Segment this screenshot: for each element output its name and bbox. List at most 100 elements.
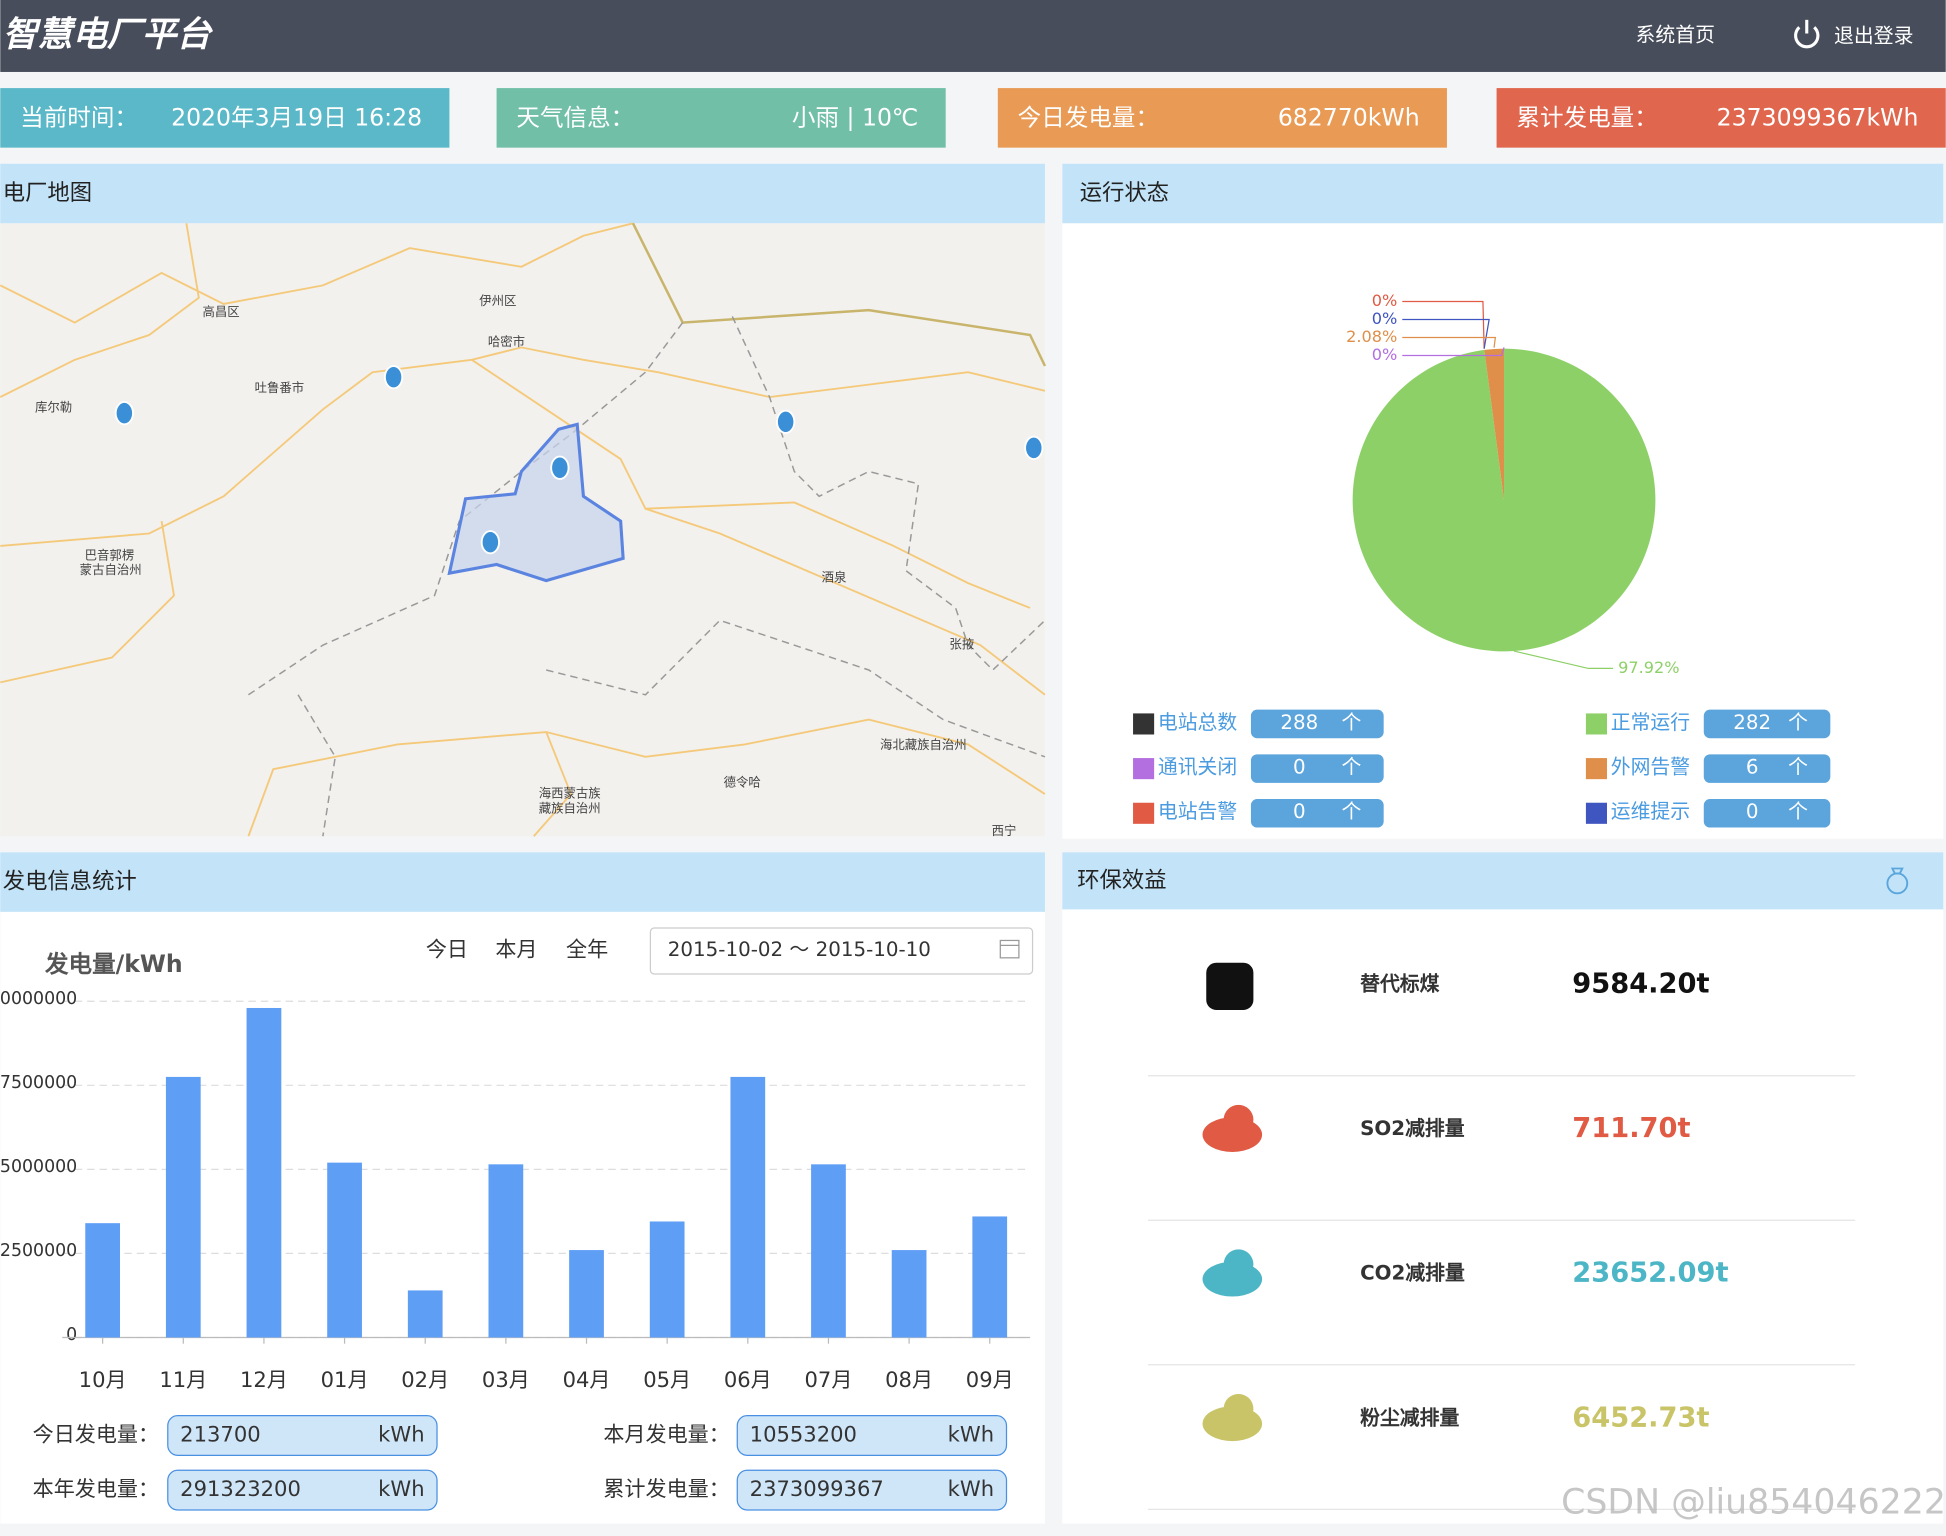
bar[interactable] <box>811 1164 846 1338</box>
panel-title: 电厂地图 <box>3 180 92 206</box>
stat-value: 2373099367kWh <box>1717 104 1919 132</box>
count-value: 0 <box>1746 800 1759 823</box>
status-legend: 电站总数 288 个正常运行 282 个通讯关闭 0 个外网告警 6 个电站告警 0 个运维提示 0 个 <box>1133 709 1831 828</box>
count-pill[interactable] <box>1703 799 1831 828</box>
stats-row: 当前时间： 2020年3月19日 16:28 天气信息： 小雨 | 10℃ 今日发电量：… <box>0 88 1946 148</box>
panel-header <box>1062 852 1944 910</box>
bar[interactable] <box>972 1216 1008 1338</box>
bar[interactable] <box>730 1076 766 1338</box>
panel-title: 运行状态 <box>1080 180 1169 206</box>
map-place: 库尔勒 <box>35 400 72 415</box>
env-value: 6452.73t <box>1572 1402 1709 1433</box>
stat-label: 今日发电量： <box>1018 104 1159 132</box>
stat-box <box>1496 88 1946 148</box>
map-marker[interactable] <box>776 409 796 434</box>
legend-name: 外网告警 <box>1611 756 1691 779</box>
stat-box <box>0 88 450 148</box>
bar[interactable] <box>407 1290 443 1338</box>
power-fields: 今日发电量： 213700 kWh 本月发电量： 10553200 kWh 本年发电量： 29… <box>33 1415 1008 1511</box>
count-pill[interactable] <box>1250 754 1384 783</box>
map-marker[interactable] <box>1024 435 1044 460</box>
map-place: 藏族自治州 <box>539 800 601 815</box>
stat-value: 2020年3月19日 16:28 <box>171 104 422 132</box>
field-unit: kWh <box>948 1476 994 1501</box>
stat-box <box>496 88 946 148</box>
field-value: 2373099367 <box>750 1476 884 1501</box>
label-line <box>1402 347 1505 357</box>
x-tick-label: 07月 <box>805 1367 853 1392</box>
app-title: 智慧电厂平台 <box>3 15 214 55</box>
panel-title: 发电信息统计 <box>3 869 137 895</box>
legend-swatch <box>1133 758 1155 780</box>
stat-label: 当前时间： <box>20 104 138 132</box>
x-tick-label: 02月 <box>401 1367 449 1392</box>
legend-swatch <box>1133 713 1155 735</box>
field-value: 291323200 <box>180 1476 301 1501</box>
date-picker[interactable] <box>649 927 1034 975</box>
env-value: 711.70t <box>1572 1113 1690 1144</box>
tab[interactable]: 今日 <box>426 936 468 961</box>
legend-swatch <box>1585 802 1608 824</box>
map-marker[interactable] <box>550 455 570 480</box>
bar[interactable] <box>488 1164 524 1338</box>
count-value: 0 <box>1293 756 1306 779</box>
x-tick-label: 01月 <box>321 1367 369 1392</box>
x-tick-label: 11月 <box>159 1367 207 1392</box>
stat-label: 累计发电量： <box>1516 104 1657 132</box>
map-place: 西宁 <box>992 823 1017 838</box>
bar[interactable] <box>165 1076 201 1338</box>
nav-logout[interactable]: 退出登录 <box>1834 25 1913 48</box>
field-box <box>736 1415 1008 1456</box>
watermark: CSDN @liu854046222 <box>1561 1483 1946 1523</box>
tab[interactable]: 本月 <box>495 936 537 961</box>
count-pill[interactable] <box>1250 709 1384 739</box>
legend-name: 通讯关闭 <box>1158 756 1237 779</box>
map-place: 海西蒙古族 <box>539 786 601 801</box>
count-unit: 个 <box>1788 756 1808 779</box>
x-tick-label: 04月 <box>563 1367 611 1392</box>
count-unit: 个 <box>1788 711 1808 734</box>
count-unit: 个 <box>1341 711 1361 734</box>
x-tick-label: 10月 <box>79 1367 127 1392</box>
map-marker[interactable] <box>480 530 500 555</box>
bar[interactable] <box>649 1221 685 1338</box>
bar[interactable] <box>85 1223 121 1338</box>
env-name: 粉尘减排量 <box>1360 1406 1459 1429</box>
map-place: 德令哈 <box>724 774 761 789</box>
environment-list: 替代标煤 9584.20t SO2减排量 711.70t CO2减排量 23652.09t… <box>1147 962 1856 1510</box>
env-icon <box>1223 1393 1254 1424</box>
panel-header <box>0 163 1045 224</box>
field-unit: kWh <box>378 1476 424 1501</box>
x-tick-label: 12月 <box>240 1367 288 1392</box>
map-marker[interactable] <box>383 365 404 390</box>
y-tick-label: 10000000 <box>0 989 77 1009</box>
power-icon[interactable] <box>1794 19 1820 49</box>
pie-slice <box>1484 348 1505 501</box>
count-pill[interactable] <box>1250 799 1384 828</box>
bar[interactable] <box>569 1250 604 1338</box>
nav-home[interactable]: 系统首页 <box>1636 23 1715 46</box>
bar[interactable] <box>246 1007 282 1338</box>
tab[interactable]: 全年 <box>566 936 608 961</box>
field-label: 今日发电量： <box>33 1422 159 1447</box>
pie-label: 2.08% <box>1346 327 1397 346</box>
count-value: 6 <box>1746 756 1759 779</box>
bar[interactable] <box>891 1250 927 1338</box>
pie-chart: 97.92%0%0%2.08%0% <box>1346 291 1679 677</box>
map-place: 海北藏族自治州 <box>880 737 967 752</box>
map-place: 伊州区 <box>479 293 516 308</box>
bar[interactable] <box>327 1162 362 1338</box>
count-pill[interactable] <box>1703 754 1831 783</box>
legend-name: 电站总数 <box>1158 711 1238 734</box>
count-pill[interactable] <box>1703 709 1831 739</box>
field-value: 213700 <box>180 1422 260 1447</box>
map-marker[interactable] <box>114 401 134 426</box>
money-icon[interactable] <box>1886 867 1909 895</box>
field-label: 本年发电量： <box>33 1476 159 1501</box>
field-unit: kWh <box>948 1422 994 1447</box>
label-line <box>1513 650 1614 670</box>
legend-name: 运维提示 <box>1611 800 1690 823</box>
label-line <box>1402 300 1485 349</box>
env-icon <box>1223 1249 1254 1280</box>
